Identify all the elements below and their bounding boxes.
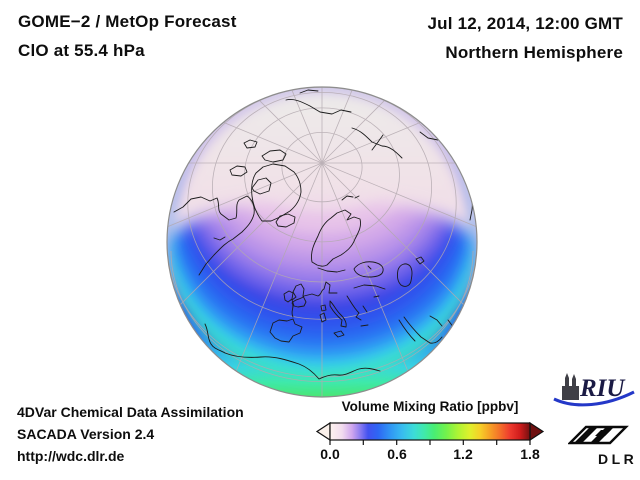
graticule — [167, 87, 477, 397]
dlr-logo: DLR — [568, 408, 637, 467]
riu-swoosh-icon — [553, 390, 635, 407]
plot-title: GOME−2 / MetOp Forecast — [18, 12, 237, 31]
credits-block: 4DVar Chemical Data Assimilation SACADA … — [17, 401, 244, 467]
plot-subtitle-species-level: ClO at 55.4 hPa — [18, 41, 145, 60]
colorbar-tick-label-0: 0.0 — [320, 446, 340, 462]
colorbar-tick-label-3: 1.8 — [520, 446, 540, 462]
colorbar-title: Volume Mixing Ratio [ppbv] — [341, 399, 519, 414]
dlr-band-cell-1 — [574, 427, 598, 443]
credit-version: SACADA Version 2.4 — [17, 426, 155, 442]
colorbar-gradient-bar — [329, 422, 531, 441]
colorbar-tick-label-1: 0.6 — [387, 446, 407, 462]
colorbar-ticks — [329, 440, 531, 445]
globe-limb-outline — [166, 86, 478, 398]
plot-datetime: Jul 12, 2014, 12:00 GMT — [427, 14, 623, 33]
colorbar-left-arrow — [315, 421, 331, 442]
riu-logo-text: RIU — [579, 375, 626, 402]
credit-url: http://wdc.dlr.de — [17, 448, 125, 464]
riu-logo: RIU — [553, 373, 635, 407]
cathedral-icon — [562, 373, 579, 400]
dlr-star-icon — [583, 408, 623, 458]
colorbar-tick-label-2: 1.2 — [453, 446, 473, 462]
plot-region: Northern Hemisphere — [445, 43, 623, 62]
dlr-logo-text: DLR — [598, 451, 637, 467]
credit-method: 4DVar Chemical Data Assimilation — [17, 404, 244, 420]
colorbar — [315, 421, 545, 445]
colorbar-right-arrow — [529, 421, 545, 442]
